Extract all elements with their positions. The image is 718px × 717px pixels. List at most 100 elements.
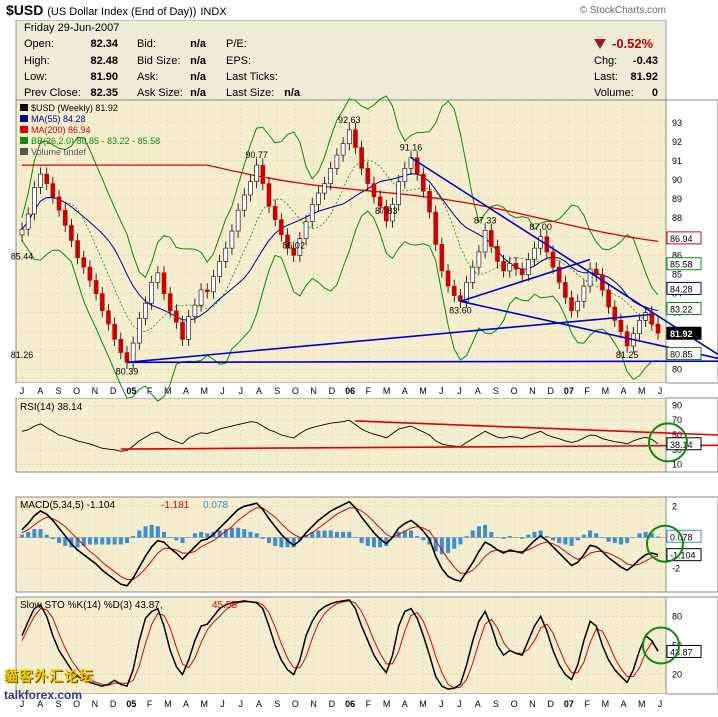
price-candle xyxy=(587,268,593,287)
symbol-description: (US Dollar Index (End of Day)) xyxy=(47,6,197,18)
open-label: Open: xyxy=(24,38,54,50)
macd-histogram-bar xyxy=(476,526,481,538)
macd-histogram-bar xyxy=(526,534,531,538)
price-candle xyxy=(223,247,229,262)
month-label: A xyxy=(475,386,481,396)
month-label: N xyxy=(529,386,536,396)
month-label: A xyxy=(475,699,481,709)
ask-size-value: n/a xyxy=(190,87,206,99)
price-candle xyxy=(38,173,43,188)
price-candle xyxy=(600,274,605,291)
macd-histogram-bar xyxy=(69,537,74,548)
price-candle xyxy=(266,183,272,207)
sto-tick-label: 80 xyxy=(672,611,682,621)
macd-histogram-bar xyxy=(643,531,648,538)
eps-label: EPS: xyxy=(226,55,252,67)
macd-histogram-bar xyxy=(118,537,123,545)
month-label: M xyxy=(383,386,391,396)
month-label: F xyxy=(584,699,590,709)
price-candle xyxy=(396,181,401,205)
price-candle xyxy=(32,187,37,215)
macd-histogram-bar xyxy=(100,537,105,545)
rsi-value-box xyxy=(666,437,702,451)
macd-histogram-bar xyxy=(495,537,500,538)
macd-histogram-bar xyxy=(649,533,654,538)
price-candle xyxy=(427,190,432,213)
right-value: 86.94 xyxy=(670,234,693,244)
price-candle xyxy=(439,244,445,272)
macd-histogram-bar xyxy=(186,537,191,538)
price-candle xyxy=(93,280,99,295)
legend-swatch xyxy=(20,115,28,122)
macd-histogram-bar xyxy=(513,537,518,538)
month-label: N xyxy=(310,699,317,709)
price-candle xyxy=(217,261,222,277)
month-label: J xyxy=(238,699,243,709)
price-candle xyxy=(563,282,568,298)
price-candle xyxy=(488,230,494,247)
macd-histogram-bar xyxy=(606,537,611,542)
price-candle xyxy=(62,209,68,226)
month-label: 06 xyxy=(345,699,355,709)
macd-histogram-bar xyxy=(242,529,247,538)
price-candle xyxy=(297,238,303,256)
month-label: 07 xyxy=(564,386,574,396)
price-candle xyxy=(526,259,531,276)
y-tick-label: 86 xyxy=(672,251,682,261)
y-tick-label: 89 xyxy=(672,194,682,204)
price-candle xyxy=(445,270,451,287)
price-candle xyxy=(130,342,136,363)
macd-histogram-bar xyxy=(248,531,253,538)
price-label: 80.39 xyxy=(116,366,139,376)
trendline-rising xyxy=(126,313,651,364)
rsi-right-value: 38.14 xyxy=(670,440,693,450)
month-label: A xyxy=(37,386,43,396)
macd-histogram-bar xyxy=(470,530,475,538)
macd-histogram-bar xyxy=(174,537,179,541)
y-tick-label: 90 xyxy=(672,175,682,185)
macd-histogram-bar xyxy=(359,537,364,544)
price-candle xyxy=(322,183,327,194)
last-size-value: n/a xyxy=(284,87,300,99)
price-candle xyxy=(359,147,364,169)
rsi-tick-label: 10 xyxy=(672,460,682,470)
macd-histogram-bar xyxy=(63,537,68,546)
rsi-legend: RSI(14) 38.14 xyxy=(20,402,83,413)
macd-panel-axis xyxy=(665,496,718,593)
bid-value: n/a xyxy=(190,38,206,50)
macd-histogram-bar xyxy=(415,536,420,538)
price-candle xyxy=(285,234,290,249)
month-label: D xyxy=(110,699,117,709)
macd-histogram-bar xyxy=(266,537,271,544)
macd-histogram-bar xyxy=(625,537,630,544)
macd-histogram-bar xyxy=(26,531,31,538)
month-label: O xyxy=(73,386,80,396)
macd-histogram-bar xyxy=(433,537,438,552)
price-candle xyxy=(513,263,519,270)
rsi-tick-label: 90 xyxy=(672,400,682,410)
price-candle xyxy=(211,276,216,293)
month-label: O xyxy=(511,699,518,709)
month-label: M xyxy=(638,386,646,396)
month-label: O xyxy=(292,386,299,396)
y-tick-label: 85 xyxy=(672,270,682,280)
month-label: M xyxy=(201,699,209,709)
macd-histogram-bar xyxy=(143,526,148,538)
macd-histogram-bar xyxy=(631,537,636,538)
y-tick-label: 88 xyxy=(672,213,682,223)
open-value: 82.34 xyxy=(90,38,118,50)
macd-histogram-bar xyxy=(532,531,537,538)
price-candle xyxy=(167,293,173,312)
right-value: 84.28 xyxy=(670,284,693,294)
down-triangle-icon xyxy=(594,39,606,49)
macd-histogram-bar xyxy=(328,530,333,538)
sto-highlight-circle xyxy=(642,626,680,665)
price-candle xyxy=(124,352,130,363)
price-candle xyxy=(254,164,259,182)
right-value-box xyxy=(666,347,702,361)
bollinger-mid xyxy=(21,159,659,333)
price-candle xyxy=(180,321,185,340)
rsi-trendline-upper xyxy=(355,420,718,436)
macd-histogram-bar xyxy=(310,531,315,538)
